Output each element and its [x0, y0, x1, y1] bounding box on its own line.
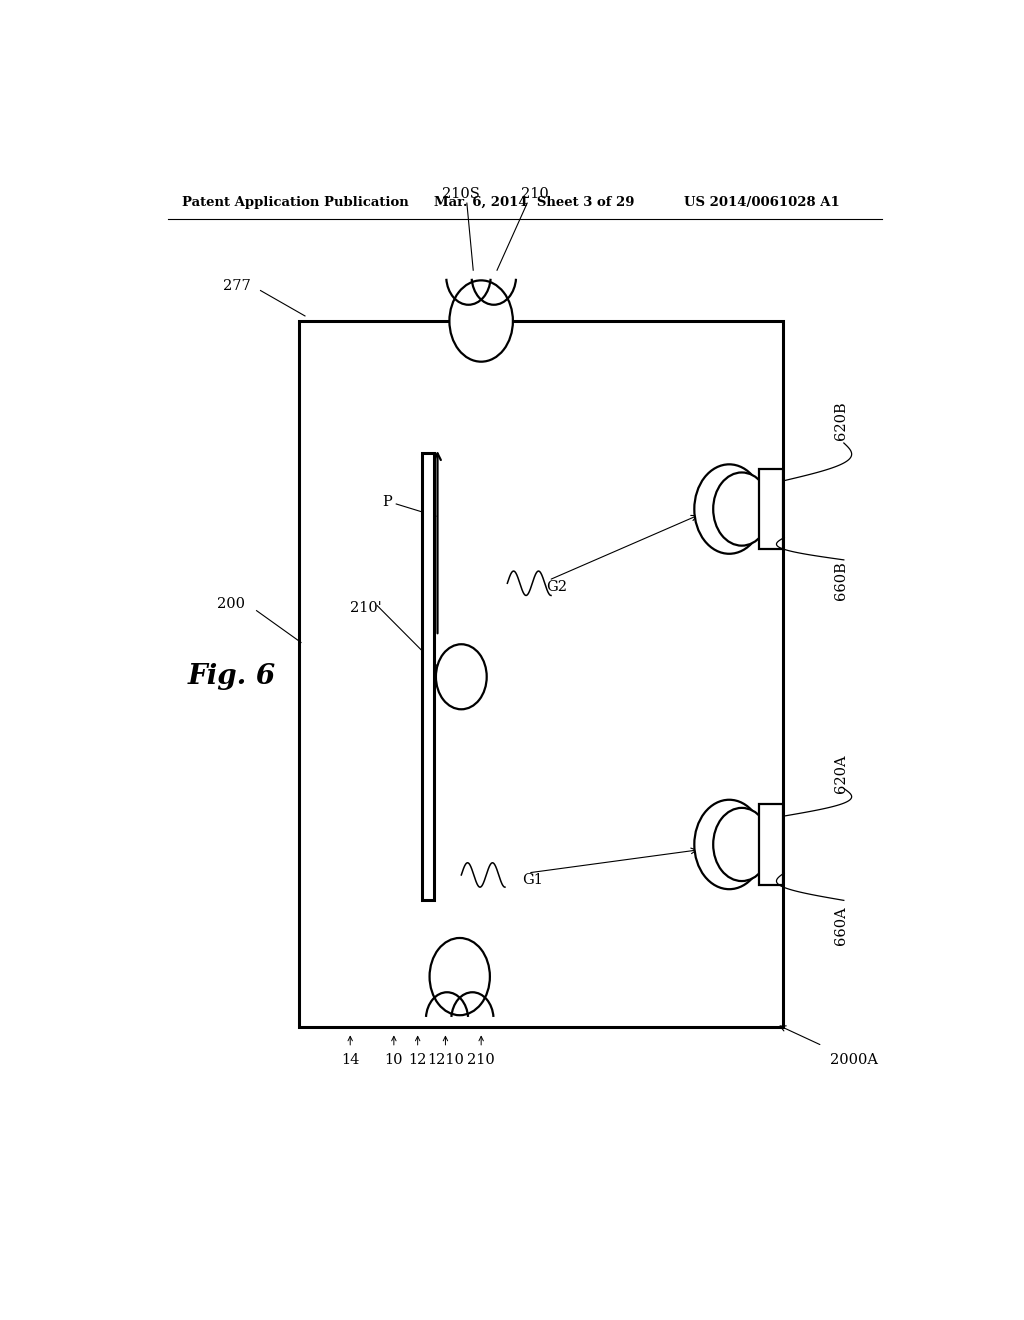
Text: 660B: 660B: [834, 561, 848, 599]
Text: Mar. 6, 2014  Sheet 3 of 29: Mar. 6, 2014 Sheet 3 of 29: [433, 195, 634, 209]
Text: 10: 10: [385, 1053, 403, 1067]
Text: US 2014/0061028 A1: US 2014/0061028 A1: [684, 195, 840, 209]
Text: 660A: 660A: [834, 907, 848, 945]
Text: 210': 210': [350, 601, 382, 615]
Text: 620B: 620B: [834, 401, 848, 440]
Text: G1: G1: [522, 873, 544, 887]
Text: 2000A: 2000A: [830, 1053, 879, 1067]
Circle shape: [694, 465, 764, 554]
Text: 210: 210: [521, 187, 549, 201]
Circle shape: [713, 808, 770, 880]
Bar: [759, 804, 782, 884]
Circle shape: [713, 473, 770, 545]
Text: 200: 200: [217, 597, 245, 611]
Text: 210S: 210S: [442, 187, 480, 201]
Text: 210: 210: [467, 1053, 495, 1067]
Circle shape: [436, 644, 486, 709]
Text: 277: 277: [223, 280, 251, 293]
Text: G2: G2: [546, 581, 567, 594]
Text: 1210: 1210: [427, 1053, 464, 1067]
Text: 620A: 620A: [834, 754, 848, 792]
Circle shape: [694, 800, 764, 890]
Text: P: P: [383, 495, 392, 510]
Text: 12: 12: [409, 1053, 427, 1067]
Bar: [299, 321, 782, 1027]
Text: 14: 14: [341, 1053, 359, 1067]
Circle shape: [430, 939, 489, 1015]
Bar: [423, 453, 433, 900]
Bar: [759, 469, 782, 549]
Text: Patent Application Publication: Patent Application Publication: [182, 195, 409, 209]
Circle shape: [450, 280, 513, 362]
Text: Fig. 6: Fig. 6: [187, 663, 275, 690]
